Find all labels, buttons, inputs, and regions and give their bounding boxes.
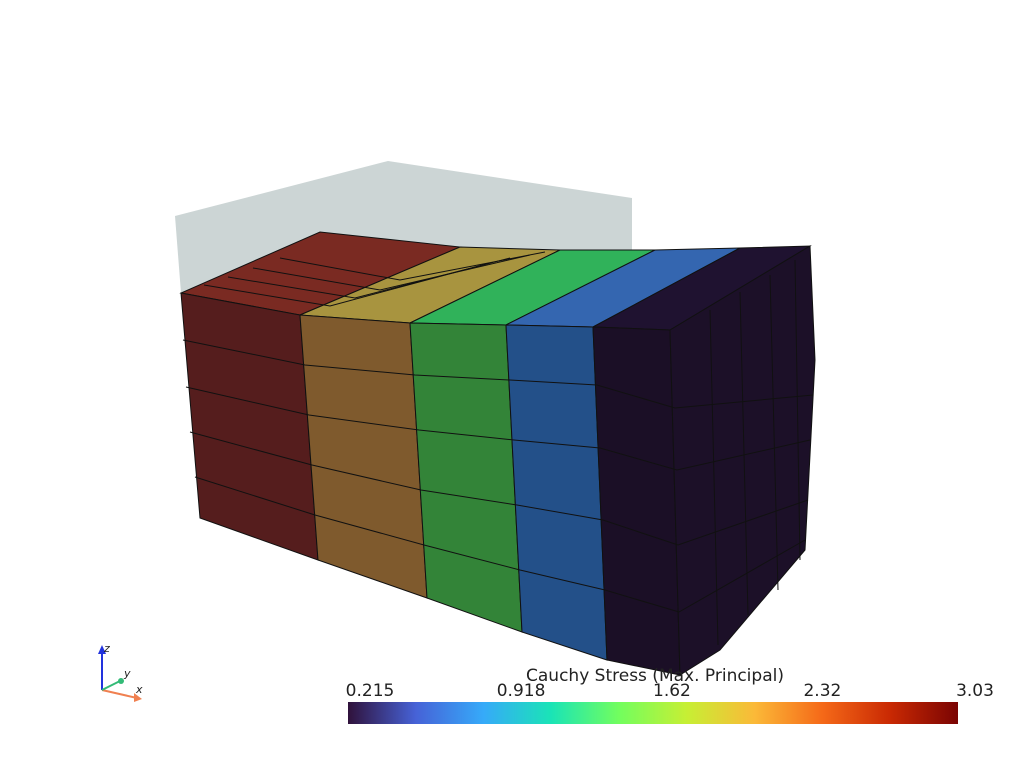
axis-label: x [135, 683, 143, 696]
orientation-axes: z y x [98, 642, 143, 702]
scalar-bar [348, 702, 958, 724]
scalar-bar-tick: 1.62 [653, 681, 691, 701]
scalar-bar-tick: 3.03 [956, 681, 994, 701]
axis-label: y [123, 667, 131, 680]
scalar-bar-title: Cauchy Stress (Max. Principal) [526, 666, 784, 686]
scalar-bar-tick: 0.215 [345, 681, 395, 701]
axis-label: z [103, 642, 110, 655]
deformed-mesh [179, 231, 816, 676]
scalar-bar-tick: 2.32 [803, 681, 842, 701]
scalar-bar-tick: 0.918 [496, 681, 546, 701]
